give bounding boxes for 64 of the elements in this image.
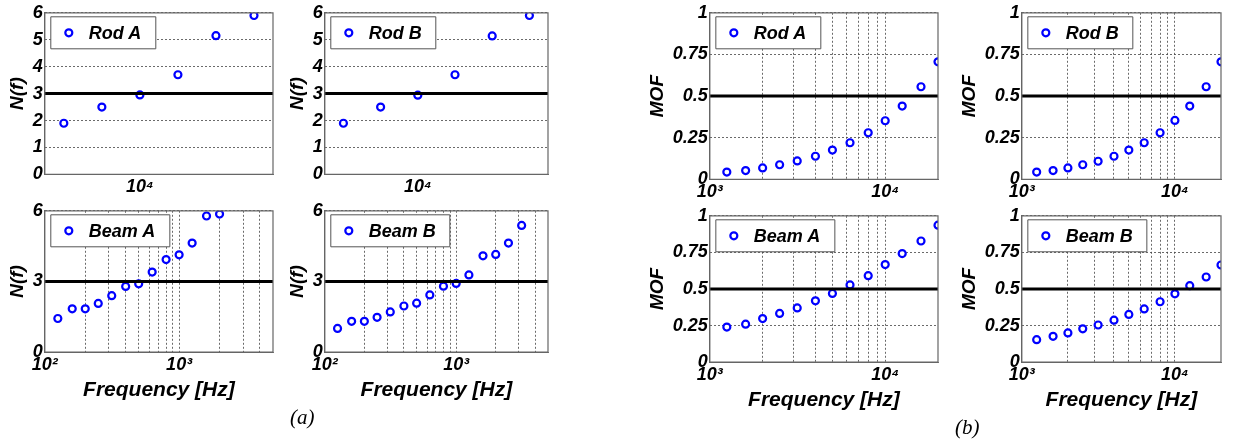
y-tick-label: 1 [1009, 1, 1020, 22]
y-tick-label: 0.75 [672, 43, 709, 64]
x-tick-label: 10⁴ [1161, 363, 1189, 384]
y-tick-label: 6 [32, 199, 44, 220]
y-tick-label: 2 [31, 109, 43, 130]
y-tick-label: 4 [311, 55, 323, 76]
y-tick-label: 3 [32, 82, 43, 103]
y-tick-label: 3 [32, 270, 43, 291]
x-axis-title: Frequency [Hz] [360, 377, 514, 401]
y-tick-label: 4 [31, 55, 43, 76]
legend-label: Beam B [1065, 225, 1133, 246]
y-tick-label: 0.25 [672, 314, 709, 335]
legend-label: Rod B [1065, 22, 1119, 43]
y-tick-label: 0.75 [672, 241, 709, 262]
legend-label: Rod B [368, 22, 422, 43]
y-axis-title: MOF [957, 266, 979, 311]
text: (a) [290, 405, 315, 430]
y-tick-label: 1 [1009, 204, 1020, 225]
y-tick-label: 0.5 [994, 85, 1021, 106]
y-tick-label: 0.25 [672, 126, 709, 147]
legend-label: Beam A [753, 225, 821, 246]
y-tick-label: 3 [312, 270, 323, 291]
x-axis-title: Frequency [Hz] [748, 387, 901, 411]
y-axis-title: MOF [645, 73, 667, 118]
legend-label: Beam B [368, 220, 436, 241]
x-tick-label: 10⁴ [403, 176, 432, 197]
x-tick-label: 10⁴ [1161, 181, 1189, 202]
legend-label: Beam A [88, 220, 156, 241]
y-tick-label: 1 [32, 136, 43, 157]
y-tick-label: 0 [32, 163, 43, 184]
x-tick-label: 10⁴ [871, 181, 900, 202]
y-axis-title: N(f) [5, 265, 27, 298]
text: (b) [955, 415, 980, 440]
x-tick-label: 10³ [166, 353, 194, 374]
y-tick-label: 0.5 [682, 277, 709, 298]
y-tick-label: 0.5 [682, 85, 709, 106]
y-axis-title: MOF [645, 266, 667, 311]
y-tick-label: 5 [312, 28, 324, 49]
y-tick-label: 1 [697, 1, 708, 22]
legend-label: Rod A [88, 22, 142, 43]
y-tick-label: 0.5 [994, 277, 1021, 298]
y-tick-label: 0.25 [984, 314, 1021, 335]
y-tick-label: 0.25 [984, 126, 1021, 147]
y-axis-title: N(f) [285, 77, 307, 110]
x-tick-label: 10⁴ [871, 363, 900, 384]
x-tick-label: 10⁴ [126, 176, 154, 197]
y-tick-label: 6 [312, 1, 324, 22]
y-tick-label: 1 [312, 136, 323, 157]
y-tick-label: 5 [32, 28, 44, 49]
y-tick-label: 6 [32, 1, 44, 22]
y-tick-label: 0.75 [984, 241, 1021, 262]
y-tick-label: 0.75 [984, 43, 1021, 64]
y-axis-title: N(f) [5, 77, 27, 110]
legend-label: Rod A [753, 22, 807, 43]
y-tick-label: 1 [697, 204, 708, 225]
y-tick-label: 2 [311, 109, 323, 130]
x-axis-title: Frequency [Hz] [1045, 387, 1199, 411]
y-tick-label: 6 [312, 199, 324, 220]
y-axis-title: N(f) [285, 265, 307, 298]
x-tick-label: 10³ [443, 353, 471, 374]
y-axis-title: MOF [957, 73, 979, 118]
y-tick-label: 0 [312, 163, 323, 184]
x-axis-title: Frequency [Hz] [83, 377, 236, 401]
y-tick-label: 3 [312, 82, 323, 103]
